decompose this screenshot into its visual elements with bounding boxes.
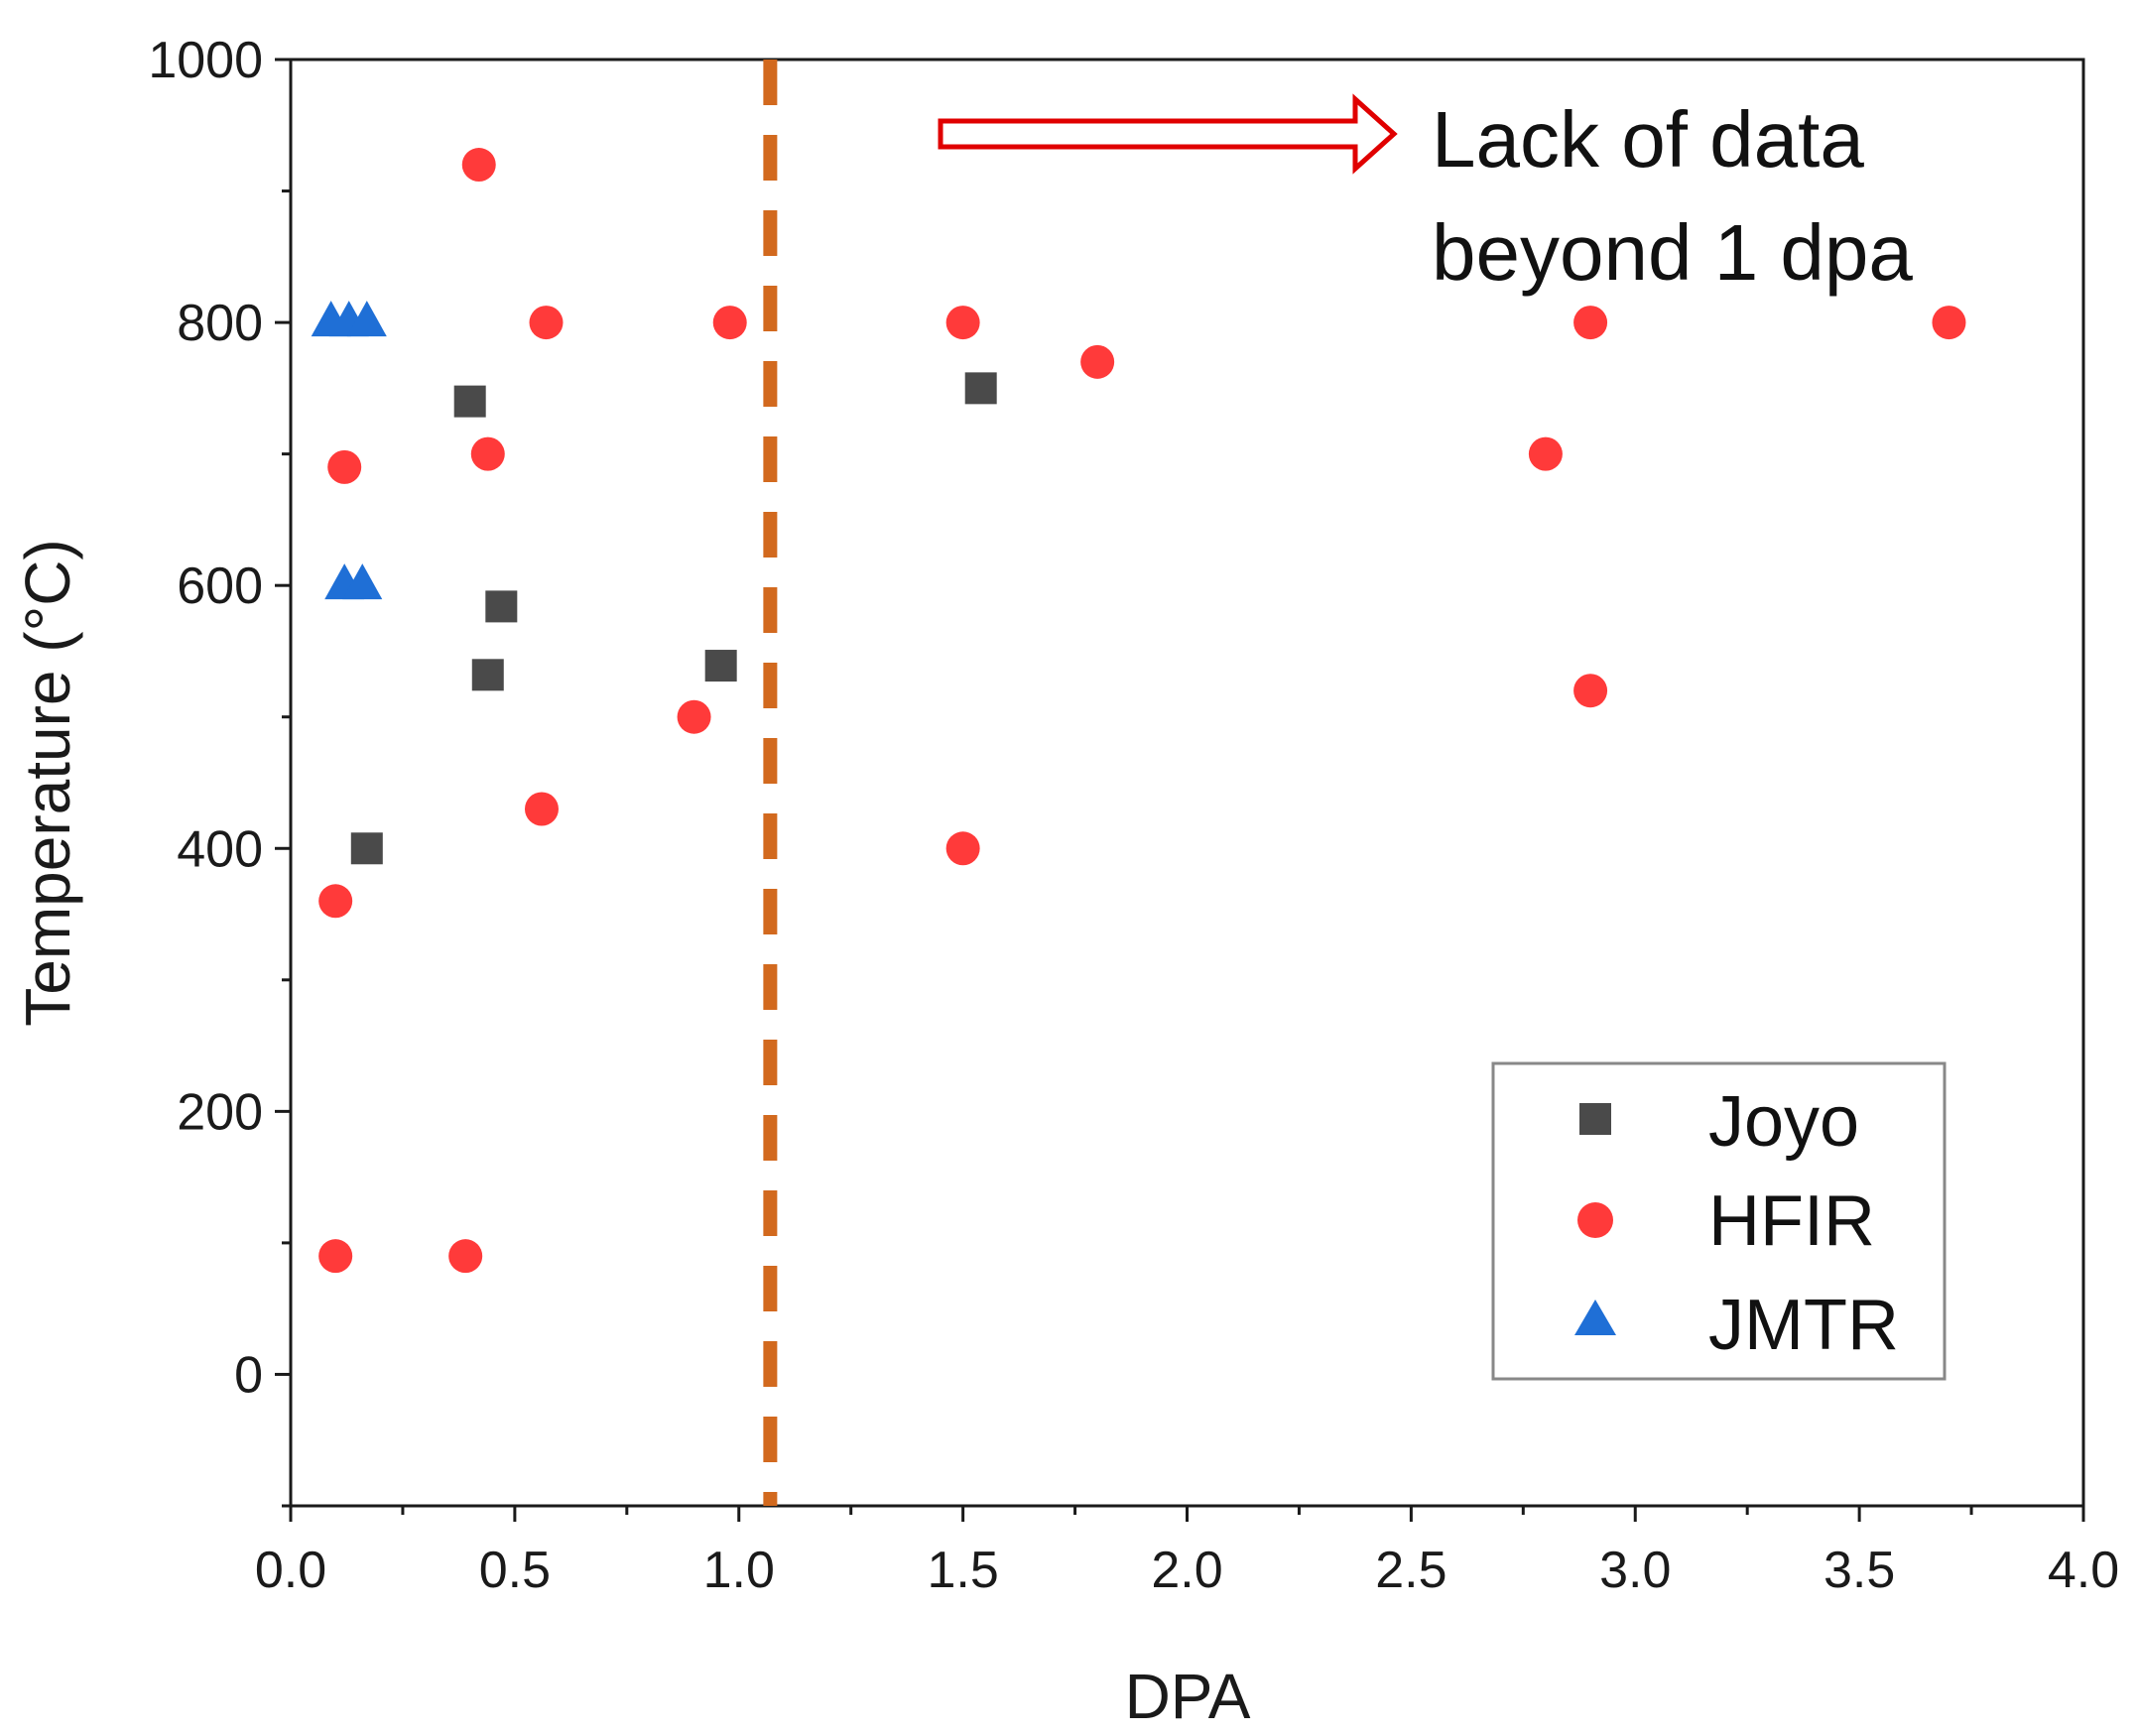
data-points: [311, 148, 1966, 1274]
legend-jmtr-marker: [1574, 1300, 1616, 1335]
hfir-point: [677, 699, 711, 734]
y-tick-label: 1000: [148, 32, 263, 89]
joyo-point: [704, 650, 737, 682]
joyo-point: [453, 385, 486, 418]
hfir-point: [945, 831, 980, 866]
legend-jmtr-label: JMTR: [1708, 1286, 1899, 1365]
y-axis-title: Temperature (°C): [12, 539, 83, 1027]
hfir-point: [529, 306, 564, 340]
hfir-point: [945, 306, 980, 340]
hfir-point: [1573, 306, 1608, 340]
hfir-point: [318, 884, 353, 919]
x-tick-label: 0.5: [479, 1542, 551, 1599]
hfir-point: [448, 1239, 483, 1274]
legend-hfir-marker: [1577, 1202, 1613, 1238]
y-tick-label: 200: [177, 1083, 263, 1141]
x-tick-label: 2.0: [1151, 1542, 1222, 1599]
y-tick-label: 0: [234, 1346, 263, 1404]
hfir-point: [318, 1239, 353, 1274]
x-tick-label: 3.5: [1824, 1542, 1895, 1599]
hfir-point: [470, 436, 505, 471]
jmtr-point: [342, 563, 383, 600]
legend: Joyo HFIR JMTR: [1491, 1061, 1947, 1381]
x-tick-label: 2.5: [1375, 1542, 1446, 1599]
hfir-point: [461, 148, 496, 183]
joyo-point: [485, 590, 518, 623]
hfir-point: [1932, 306, 1966, 340]
x-tick-label: 1.5: [927, 1542, 998, 1599]
annotation-line-2: beyond 1 dpa: [1432, 208, 1913, 297]
hfir-point: [1080, 344, 1115, 379]
annotation: Lack of data beyond 1 dpa: [938, 93, 1913, 297]
hfir-point: [712, 306, 747, 340]
joyo-point: [471, 659, 504, 691]
hfir-point: [1528, 436, 1563, 471]
hfir-point: [1573, 674, 1608, 708]
annotation-arrow: [938, 93, 1398, 175]
joyo-point: [964, 372, 997, 405]
legend-joyo-label: Joyo: [1708, 1082, 1859, 1162]
legend-hfir-label: HFIR: [1708, 1181, 1875, 1261]
y-tick-label: 600: [177, 558, 263, 615]
x-tick-label: 3.0: [1599, 1542, 1671, 1599]
legend-joyo-marker: [1579, 1103, 1611, 1135]
jmtr-point: [346, 301, 387, 337]
y-tick-label: 400: [177, 820, 263, 878]
y-tick-label: 800: [177, 295, 263, 352]
annotation-line-1: Lack of data: [1432, 95, 1864, 184]
x-tick-label: 4.0: [2048, 1542, 2119, 1599]
hfir-point: [524, 792, 559, 826]
x-axis-title: DPA: [1125, 1661, 1251, 1732]
legend-box: [1491, 1061, 1947, 1381]
x-tick-label: 1.0: [703, 1542, 775, 1599]
joyo-point: [350, 832, 383, 865]
axis-ticks: 0.0 0.5 1.0 1.5 2.0 2.5 3.0 3.5 4.0 0 200 400 600 800…: [148, 32, 2119, 1599]
hfir-point: [327, 449, 362, 484]
x-tick-label: 0.0: [255, 1542, 326, 1599]
